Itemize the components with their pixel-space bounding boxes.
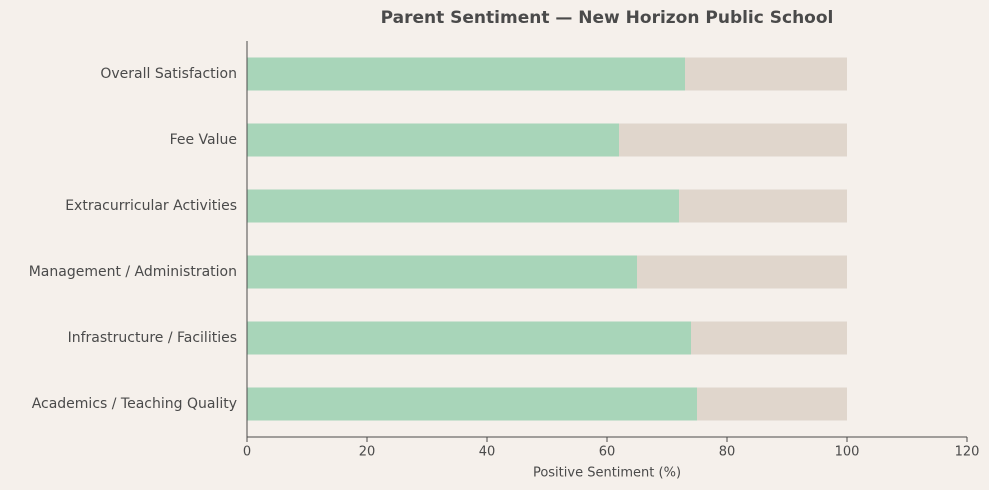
x-tick-label: 60 [599,445,616,460]
x-tick-label: 120 [955,445,980,460]
bar-segment [247,387,697,421]
x-tick-label: 0 [243,445,251,460]
x-tick-label: 80 [719,445,736,460]
bar-segment [637,255,847,289]
bar-segment [679,189,847,223]
bar-segment [247,123,619,157]
y-tick-label: Academics / Teaching Quality [32,396,237,412]
y-tick-label: Overall Satisfaction [100,66,237,82]
bar-segment [247,189,679,223]
bar-segment [619,123,847,157]
chart-title: Parent Sentiment — New Horizon Public Sc… [381,8,834,28]
bar-segment [247,255,637,289]
y-tick-label: Fee Value [170,132,237,148]
bar-segment [697,387,847,421]
y-tick-label: Management / Administration [29,264,237,280]
x-tick-label: 40 [479,445,496,460]
x-tick-label: 20 [359,445,376,460]
bar-segment [247,57,685,91]
y-tick-label: Infrastructure / Facilities [68,330,237,346]
x-axis-label: Positive Sentiment (%) [533,466,681,481]
x-tick-label: 100 [835,445,860,460]
bar-segment [691,321,847,355]
bar-segment [685,57,847,91]
y-tick-label: Extracurricular Activities [65,198,237,214]
bar-segment [247,321,691,355]
